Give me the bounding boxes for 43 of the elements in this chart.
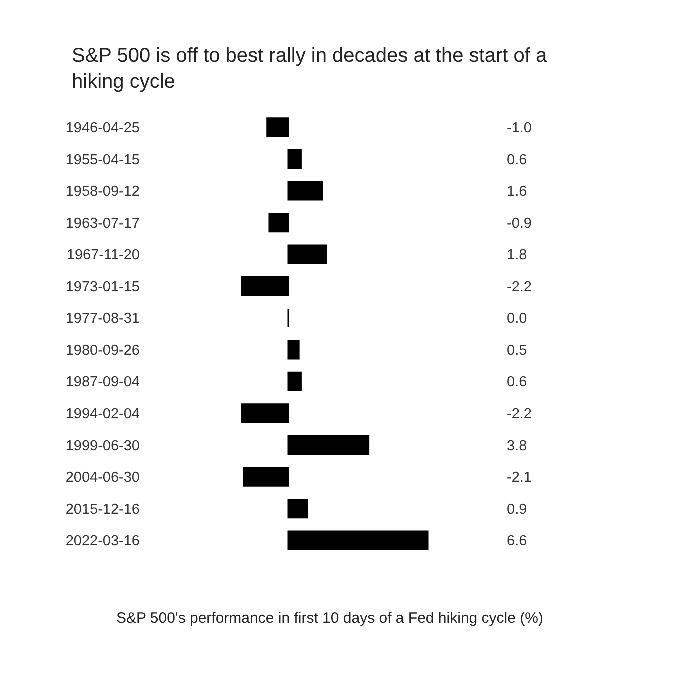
data-label: 1.8: [507, 248, 528, 264]
bar: [288, 498, 308, 519]
y-tick-label: 2015-12-16: [66, 502, 140, 518]
bar: [268, 212, 290, 233]
y-tick-label: 1973-01-15: [66, 279, 140, 296]
bar: [241, 404, 290, 424]
y-tick-label: 1999-06-30: [66, 438, 140, 454]
data-label: -1.0: [507, 120, 532, 136]
data-label: 0.5: [507, 342, 528, 359]
data-label: -0.9: [507, 216, 532, 232]
x-axis-title: S&P 500's performance in first 10 days of a Fed hiking cycle (%): [116, 610, 544, 627]
data-label: 0.9: [507, 502, 528, 518]
data-label: 0.6: [507, 374, 528, 391]
bar: [288, 149, 302, 170]
y-tick-label: 1994-02-04: [66, 406, 140, 423]
y-tick-label: 1955-04-15: [66, 152, 140, 168]
data-label: 1.6: [507, 184, 528, 200]
bar: [266, 118, 290, 138]
y-tick-label: 2004-06-30: [66, 470, 140, 486]
y-tick-label: 1963-07-17: [66, 216, 140, 232]
data-label: 0.6: [507, 152, 528, 168]
bar: [288, 181, 324, 201]
data-label: 6.6: [507, 534, 528, 550]
data-label: -2.2: [507, 406, 532, 423]
bar: [243, 467, 290, 487]
data-label: -2.2: [507, 279, 532, 296]
bar: [241, 276, 290, 296]
data-label: 0.0: [507, 311, 528, 328]
bar: [288, 372, 302, 392]
y-tick-label: 1987-09-04: [66, 374, 140, 391]
bar: [288, 340, 300, 360]
bar: [288, 435, 370, 456]
y-tick-label: 2022-03-16: [66, 534, 140, 550]
y-tick-label: 1967-11-20: [66, 248, 140, 264]
chart-title: S&P 500 is off to best rally in decades at the start of a hiking cycle: [72, 45, 548, 93]
data-label: 3.8: [507, 438, 528, 454]
y-tick-label: 1946-04-25: [66, 120, 140, 136]
data-label: -2.1: [507, 470, 532, 486]
y-tick-label: 1977-08-31: [66, 311, 140, 328]
y-tick-label: 1958-09-12: [66, 184, 140, 200]
bar: [288, 244, 328, 264]
y-tick-label: 1980-09-26: [66, 342, 140, 359]
bar: [288, 530, 429, 550]
